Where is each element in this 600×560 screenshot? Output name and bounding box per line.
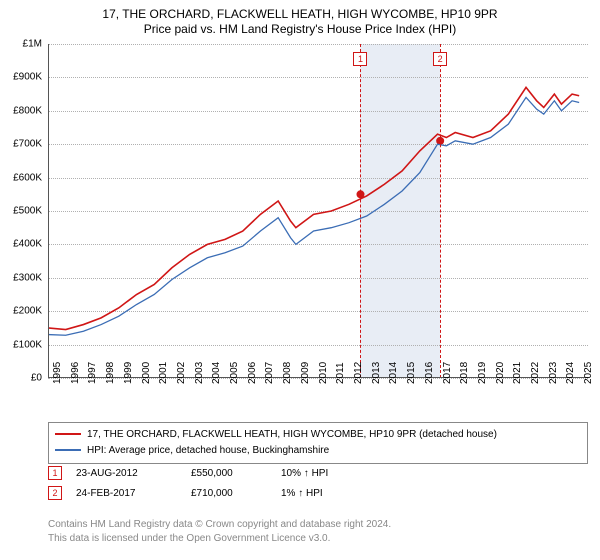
footer-note: Contains HM Land Registry data © Crown c… xyxy=(48,518,391,545)
x-tick-label: 2009 xyxy=(300,362,311,384)
x-tick-label: 1997 xyxy=(87,362,98,384)
plot-area: 12 xyxy=(48,44,588,378)
x-tick-label: 2021 xyxy=(512,362,523,384)
legend-swatch xyxy=(55,449,81,451)
chart-title-1: 17, THE ORCHARD, FLACKWELL HEATH, HIGH W… xyxy=(0,0,600,22)
footer-line-2: This data is licensed under the Open Gov… xyxy=(48,532,391,546)
x-tick-label: 2005 xyxy=(229,362,240,384)
event-row: 1 23-AUG-2012£550,00010% ↑ HPI xyxy=(48,466,328,480)
event-number-box: 2 xyxy=(48,486,62,500)
x-tick-label: 2016 xyxy=(424,362,435,384)
y-tick-label: £0 xyxy=(0,373,42,384)
legend-swatch xyxy=(55,433,81,435)
y-tick-label: £1M xyxy=(0,39,42,50)
event-row: 2 24-FEB-2017£710,0001% ↑ HPI xyxy=(48,486,328,500)
event-date: 23-AUG-2012 xyxy=(76,468,191,479)
x-tick-label: 2003 xyxy=(194,362,205,384)
x-tick-label: 2010 xyxy=(318,362,329,384)
x-tick-label: 2008 xyxy=(282,362,293,384)
x-tick-label: 2024 xyxy=(565,362,576,384)
event-number-box: 1 xyxy=(48,466,62,480)
y-tick-label: £100K xyxy=(0,339,42,350)
x-tick-label: 1995 xyxy=(52,362,63,384)
x-tick-label: 2018 xyxy=(459,362,470,384)
x-tick-label: 2019 xyxy=(477,362,488,384)
legend-item: HPI: Average price, detached house, Buck… xyxy=(55,443,581,459)
x-tick-label: 2001 xyxy=(158,362,169,384)
plot-border xyxy=(48,44,588,378)
x-tick-label: 2012 xyxy=(353,362,364,384)
x-tick-label: 2020 xyxy=(495,362,506,384)
x-tick-label: 1996 xyxy=(70,362,81,384)
y-tick-label: £800K xyxy=(0,105,42,116)
footer-line-1: Contains HM Land Registry data © Crown c… xyxy=(48,518,391,532)
y-tick-label: £300K xyxy=(0,272,42,283)
y-tick-label: £500K xyxy=(0,206,42,217)
y-tick-label: £400K xyxy=(0,239,42,250)
x-tick-label: 2014 xyxy=(388,362,399,384)
legend: 17, THE ORCHARD, FLACKWELL HEATH, HIGH W… xyxy=(48,422,588,464)
event-table: 1 23-AUG-2012£550,00010% ↑ HPI 2 24-FEB-201… xyxy=(48,466,328,506)
y-tick-label: £900K xyxy=(0,72,42,83)
x-tick-label: 2022 xyxy=(530,362,541,384)
x-tick-label: 2015 xyxy=(406,362,417,384)
y-tick-label: £700K xyxy=(0,139,42,150)
x-tick-label: 2007 xyxy=(264,362,275,384)
x-tick-label: 2017 xyxy=(442,362,453,384)
x-tick-label: 2025 xyxy=(583,362,594,384)
legend-item: 17, THE ORCHARD, FLACKWELL HEATH, HIGH W… xyxy=(55,427,581,443)
x-tick-label: 1999 xyxy=(123,362,134,384)
event-hpi: 1% ↑ HPI xyxy=(281,488,323,499)
y-tick-label: £600K xyxy=(0,172,42,183)
event-date: 24-FEB-2017 xyxy=(76,488,191,499)
event-price: £550,000 xyxy=(191,468,281,479)
legend-label: HPI: Average price, detached house, Buck… xyxy=(87,445,329,456)
legend-label: 17, THE ORCHARD, FLACKWELL HEATH, HIGH W… xyxy=(87,429,497,440)
x-tick-label: 2006 xyxy=(247,362,258,384)
x-tick-label: 2013 xyxy=(371,362,382,384)
x-tick-label: 2000 xyxy=(141,362,152,384)
x-tick-label: 2004 xyxy=(211,362,222,384)
x-tick-label: 1998 xyxy=(105,362,116,384)
chart-title-2: Price paid vs. HM Land Registry's House … xyxy=(0,22,600,36)
x-tick-label: 2002 xyxy=(176,362,187,384)
y-tick-label: £200K xyxy=(0,306,42,317)
event-price: £710,000 xyxy=(191,488,281,499)
event-hpi: 10% ↑ HPI xyxy=(281,468,328,479)
x-tick-label: 2011 xyxy=(335,362,346,384)
x-tick-label: 2023 xyxy=(548,362,559,384)
